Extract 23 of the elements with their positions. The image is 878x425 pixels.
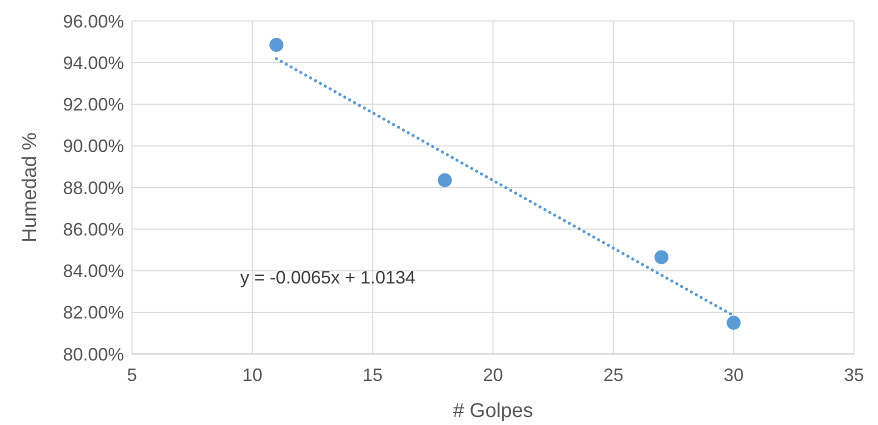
- annotation: y = -0.0065x + 1.0134: [240, 267, 416, 288]
- y-axis-title: Humedad %: [19, 132, 41, 243]
- x-tick-label: 20: [482, 365, 504, 385]
- x-tick-label: 25: [603, 365, 624, 385]
- y-tick-label: 80.00%: [62, 344, 124, 364]
- x-tick-label: 30: [724, 365, 744, 385]
- y-tick-label: 94.00%: [62, 52, 124, 73]
- y-tick-label: 84.00%: [62, 261, 124, 282]
- y-tick-label: 92.00%: [62, 94, 124, 115]
- point: [726, 316, 741, 330]
- x-tick-label: 15: [362, 365, 383, 385]
- y-tick-label: 86.00%: [62, 219, 124, 240]
- x-tick-label: 5: [126, 365, 138, 385]
- y-tick-label: 90.00%: [62, 136, 124, 156]
- point: [654, 250, 668, 264]
- y-tick-label: 88.00%: [62, 178, 124, 198]
- y-tick-label: 82.00%: [62, 302, 124, 323]
- y-tick-label: 96.00%: [62, 11, 124, 32]
- x-axis-title: # Golpes: [452, 400, 534, 422]
- point: [438, 173, 452, 188]
- x-tick-label: 10: [242, 365, 262, 385]
- x-tick-label: 35: [844, 365, 864, 385]
- point: [269, 38, 284, 52]
